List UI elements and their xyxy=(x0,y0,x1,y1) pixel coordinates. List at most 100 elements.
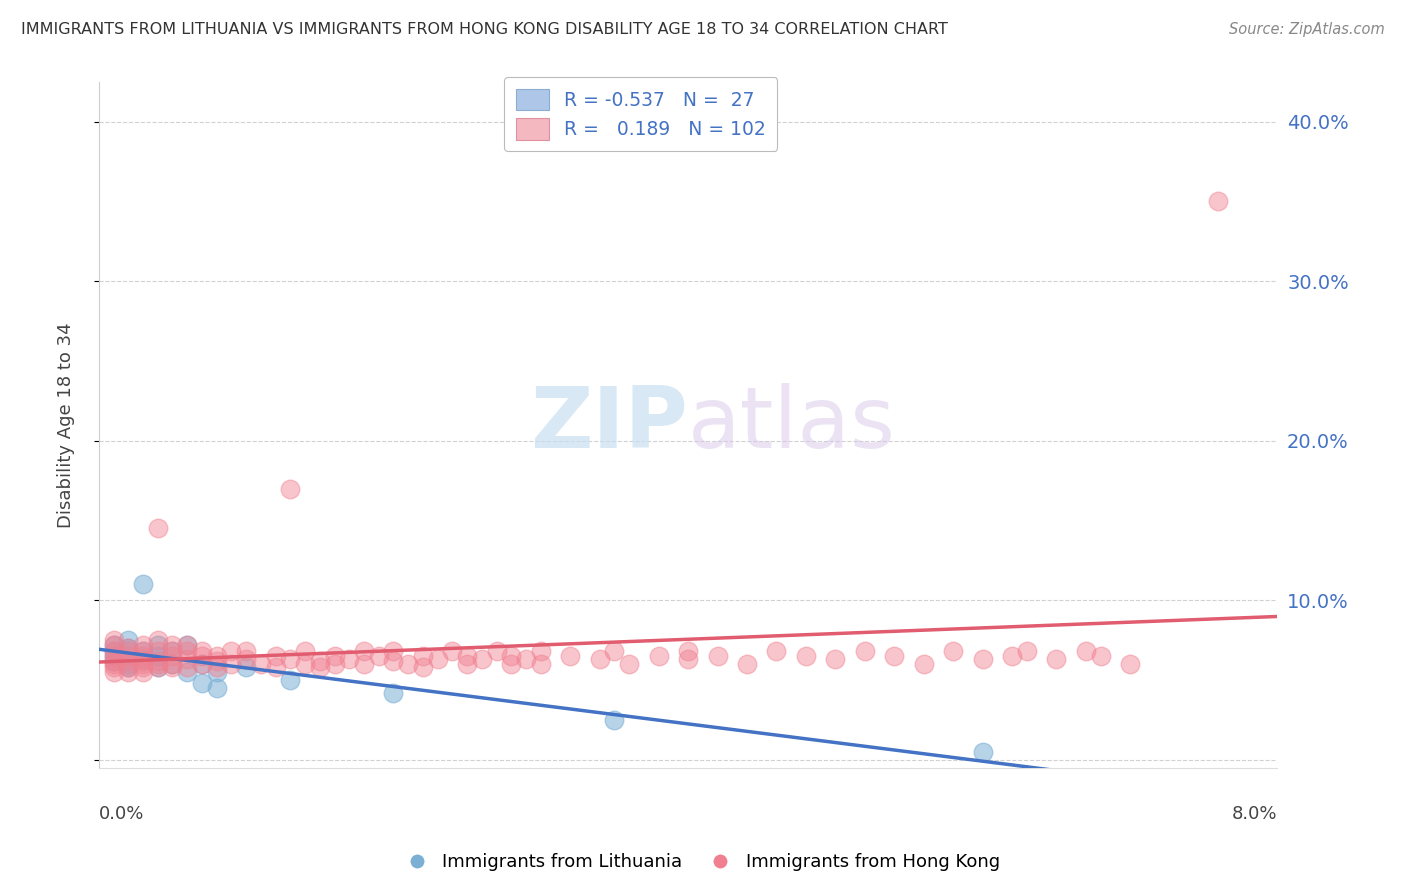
Point xyxy=(176,660,198,674)
Point xyxy=(367,648,389,663)
Point xyxy=(146,648,169,663)
Point xyxy=(530,657,553,671)
Point xyxy=(235,660,257,674)
Point xyxy=(162,648,184,663)
Point xyxy=(103,657,125,671)
Point xyxy=(471,652,494,666)
Point xyxy=(308,660,330,674)
Point xyxy=(294,644,316,658)
Point xyxy=(412,660,434,674)
Point xyxy=(117,641,139,656)
Text: Source: ZipAtlas.com: Source: ZipAtlas.com xyxy=(1229,22,1385,37)
Point xyxy=(103,644,125,658)
Point xyxy=(735,657,758,671)
Point xyxy=(146,660,169,674)
Point xyxy=(294,657,316,671)
Point xyxy=(1001,648,1024,663)
Point xyxy=(382,654,405,668)
Point xyxy=(235,652,257,666)
Point xyxy=(765,644,787,658)
Point xyxy=(676,644,699,658)
Point xyxy=(103,654,125,668)
Point xyxy=(103,648,125,663)
Point xyxy=(146,521,169,535)
Point xyxy=(162,660,184,674)
Point xyxy=(250,657,273,671)
Point xyxy=(146,660,169,674)
Point xyxy=(191,676,214,690)
Point xyxy=(191,657,214,671)
Point xyxy=(278,652,301,666)
Point xyxy=(117,660,139,674)
Point xyxy=(132,577,155,591)
Point xyxy=(132,654,155,668)
Point xyxy=(441,644,464,658)
Point xyxy=(589,652,612,666)
Point xyxy=(103,660,125,674)
Point xyxy=(205,681,228,695)
Point xyxy=(205,648,228,663)
Point xyxy=(972,745,994,759)
Point xyxy=(221,644,243,658)
Point xyxy=(853,644,876,658)
Text: atlas: atlas xyxy=(688,384,896,467)
Point xyxy=(501,657,523,671)
Point xyxy=(117,665,139,679)
Point xyxy=(191,657,214,671)
Point xyxy=(456,648,478,663)
Point xyxy=(235,644,257,658)
Point xyxy=(560,648,582,663)
Point xyxy=(1015,644,1038,658)
Point xyxy=(132,652,155,666)
Point xyxy=(676,652,699,666)
Point xyxy=(883,648,905,663)
Point xyxy=(205,660,228,674)
Point xyxy=(146,633,169,648)
Point xyxy=(146,644,169,658)
Point xyxy=(146,654,169,668)
Point xyxy=(176,638,198,652)
Point xyxy=(426,652,449,666)
Point xyxy=(353,657,375,671)
Point xyxy=(1090,648,1112,663)
Point xyxy=(382,644,405,658)
Point xyxy=(221,657,243,671)
Point xyxy=(1208,194,1230,209)
Point xyxy=(912,657,935,671)
Point xyxy=(162,644,184,658)
Point xyxy=(603,713,626,727)
Text: 8.0%: 8.0% xyxy=(1232,805,1277,823)
Point xyxy=(117,641,139,656)
Point xyxy=(308,654,330,668)
Point xyxy=(1119,657,1142,671)
Point xyxy=(794,648,817,663)
Point xyxy=(323,648,346,663)
Point xyxy=(176,665,198,679)
Point xyxy=(103,644,125,658)
Point xyxy=(972,652,994,666)
Point xyxy=(117,660,139,674)
Point xyxy=(103,638,125,652)
Point xyxy=(117,654,139,668)
Point xyxy=(176,652,198,666)
Point xyxy=(132,665,155,679)
Point xyxy=(191,648,214,663)
Point xyxy=(191,644,214,658)
Point xyxy=(942,644,965,658)
Point xyxy=(264,648,287,663)
Point xyxy=(617,657,640,671)
Text: IMMIGRANTS FROM LITHUANIA VS IMMIGRANTS FROM HONG KONG DISABILITY AGE 18 TO 34 C: IMMIGRANTS FROM LITHUANIA VS IMMIGRANTS … xyxy=(21,22,948,37)
Point xyxy=(353,644,375,658)
Point xyxy=(176,638,198,652)
Point xyxy=(530,644,553,658)
Point xyxy=(603,644,626,658)
Point xyxy=(337,652,360,666)
Point xyxy=(132,644,155,658)
Point xyxy=(146,638,169,652)
Point xyxy=(456,657,478,671)
Point xyxy=(103,633,125,648)
Point xyxy=(1074,644,1097,658)
Point xyxy=(412,648,434,663)
Point xyxy=(706,648,728,663)
Point xyxy=(132,660,155,674)
